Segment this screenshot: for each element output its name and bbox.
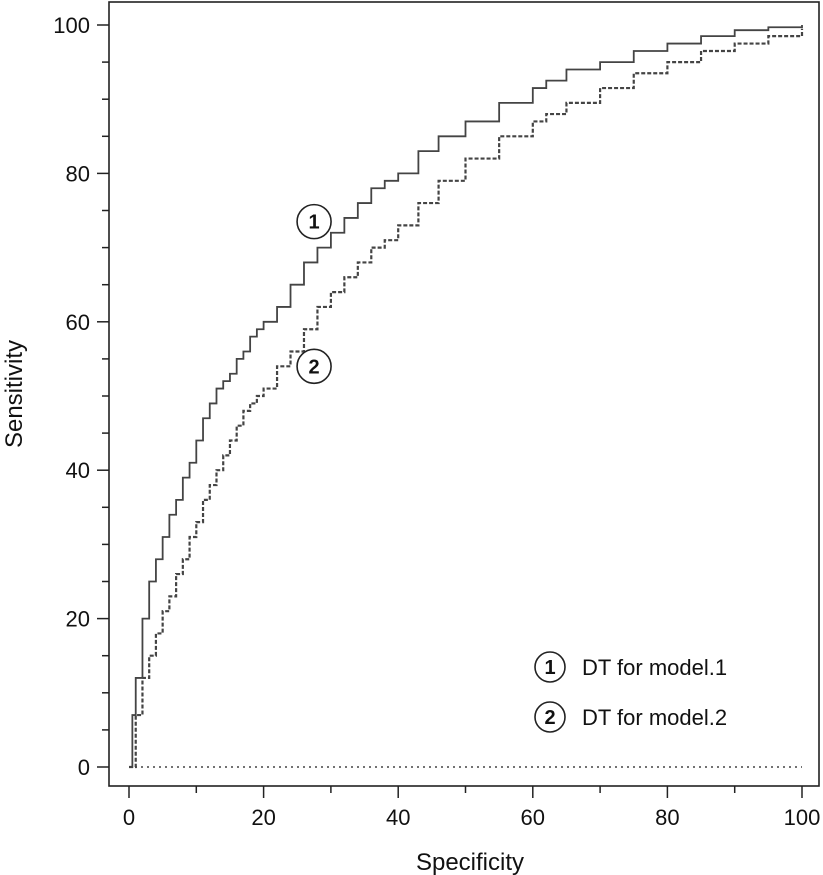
legend-badge-1 (534, 651, 566, 683)
series-marker-2-label: 2 (309, 356, 320, 378)
y-tick-label: 80 (66, 161, 90, 186)
legend-badge-1-label: 1 (544, 657, 555, 679)
x-tick-label: 60 (521, 805, 545, 830)
plot-frame (108, 1, 820, 787)
series-markers: 12 (296, 203, 332, 385)
x-tick-label: 80 (655, 805, 679, 830)
legend-label-1: DT for model.1 (582, 655, 727, 680)
series-line-1 (129, 25, 803, 768)
legend-badge-2 (534, 701, 566, 733)
x-axis: 0 20 40 60 80 100 (123, 786, 820, 830)
y-axis-title: Sensitivity (1, 340, 28, 448)
y-axis: 0 20 40 60 80 100 (53, 13, 109, 780)
x-tick-label: 40 (386, 805, 410, 830)
series-marker-2 (296, 348, 332, 385)
y-tick-label: 0 (78, 755, 90, 780)
legend-item-1: 1 DT for model.1 (534, 651, 727, 683)
x-tick-label: 100 (784, 805, 821, 830)
series-marker-1-label: 1 (309, 212, 320, 234)
y-tick-label: 60 (66, 310, 90, 335)
series-marker-1 (296, 203, 332, 240)
y-tick-label: 100 (53, 13, 90, 38)
series-line-2 (129, 28, 804, 769)
legend: 1 DT for model.1 2 DT for model.2 (534, 651, 727, 733)
x-tick-label: 20 (251, 805, 275, 830)
y-tick-label: 40 (66, 458, 90, 483)
x-axis-title: Specificity (416, 849, 524, 875)
x-tick-label: 0 (123, 805, 135, 830)
y-tick-label: 20 (66, 607, 90, 632)
legend-item-2: 2 DT for model.2 (534, 701, 727, 733)
legend-badge-2-label: 2 (544, 707, 555, 729)
series-layer (129, 25, 804, 769)
legend-label-2: DT for model.2 (582, 705, 727, 730)
